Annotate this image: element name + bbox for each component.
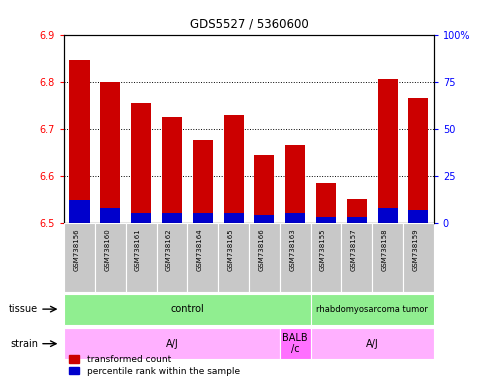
Bar bbox=[249, 223, 280, 292]
Bar bbox=[95, 223, 126, 292]
Bar bbox=[254, 154, 275, 223]
Text: rhabdomyosarcoma tumor: rhabdomyosarcoma tumor bbox=[317, 305, 428, 314]
Text: control: control bbox=[171, 304, 204, 314]
Bar bbox=[64, 223, 95, 292]
Bar bbox=[311, 223, 341, 292]
Text: GSM738163: GSM738163 bbox=[289, 228, 295, 271]
Text: tissue: tissue bbox=[9, 304, 38, 314]
Bar bbox=[311, 328, 434, 359]
Text: GSM738164: GSM738164 bbox=[197, 228, 203, 271]
Bar bbox=[64, 328, 280, 359]
Bar bbox=[100, 208, 120, 223]
Bar bbox=[280, 328, 311, 359]
Bar bbox=[70, 60, 90, 223]
Bar bbox=[378, 208, 398, 223]
Text: A/J: A/J bbox=[166, 339, 178, 349]
Bar bbox=[408, 210, 428, 223]
Text: GSM738165: GSM738165 bbox=[228, 228, 234, 271]
Bar bbox=[341, 223, 372, 292]
Bar bbox=[157, 223, 187, 292]
Bar bbox=[70, 200, 90, 223]
Bar bbox=[347, 217, 367, 223]
Bar bbox=[285, 214, 305, 223]
Bar bbox=[193, 214, 213, 223]
Bar bbox=[131, 103, 151, 223]
Text: GSM738155: GSM738155 bbox=[320, 228, 326, 271]
Bar bbox=[285, 145, 305, 223]
Text: GSM738161: GSM738161 bbox=[135, 228, 141, 271]
Text: strain: strain bbox=[10, 339, 38, 349]
Bar bbox=[218, 223, 249, 292]
Text: GSM738159: GSM738159 bbox=[413, 228, 419, 271]
Text: GSM738158: GSM738158 bbox=[382, 228, 387, 271]
Text: A/J: A/J bbox=[366, 339, 379, 349]
Bar bbox=[64, 293, 311, 325]
Bar bbox=[316, 183, 336, 223]
Bar bbox=[316, 217, 336, 223]
Bar bbox=[162, 214, 182, 223]
Bar bbox=[403, 223, 434, 292]
Bar bbox=[347, 199, 367, 223]
Text: BALB
/c: BALB /c bbox=[282, 333, 308, 354]
Bar bbox=[193, 141, 213, 223]
Bar bbox=[372, 223, 403, 292]
Text: GSM738166: GSM738166 bbox=[258, 228, 264, 271]
Bar bbox=[311, 293, 434, 325]
Bar bbox=[223, 214, 244, 223]
Text: GSM738162: GSM738162 bbox=[166, 228, 172, 271]
Bar bbox=[162, 117, 182, 223]
Bar bbox=[187, 223, 218, 292]
Text: GDS5527 / 5360600: GDS5527 / 5360600 bbox=[190, 18, 308, 31]
Bar bbox=[100, 82, 120, 223]
Bar bbox=[408, 98, 428, 223]
Text: GSM738156: GSM738156 bbox=[73, 228, 79, 271]
Bar bbox=[280, 223, 311, 292]
Bar bbox=[126, 223, 157, 292]
Bar bbox=[254, 215, 275, 223]
Text: GSM738160: GSM738160 bbox=[105, 228, 110, 271]
Bar bbox=[223, 114, 244, 223]
Text: GSM738157: GSM738157 bbox=[351, 228, 357, 271]
Bar bbox=[378, 79, 398, 223]
Bar bbox=[131, 214, 151, 223]
Legend: transformed count, percentile rank within the sample: transformed count, percentile rank withi… bbox=[69, 355, 240, 376]
